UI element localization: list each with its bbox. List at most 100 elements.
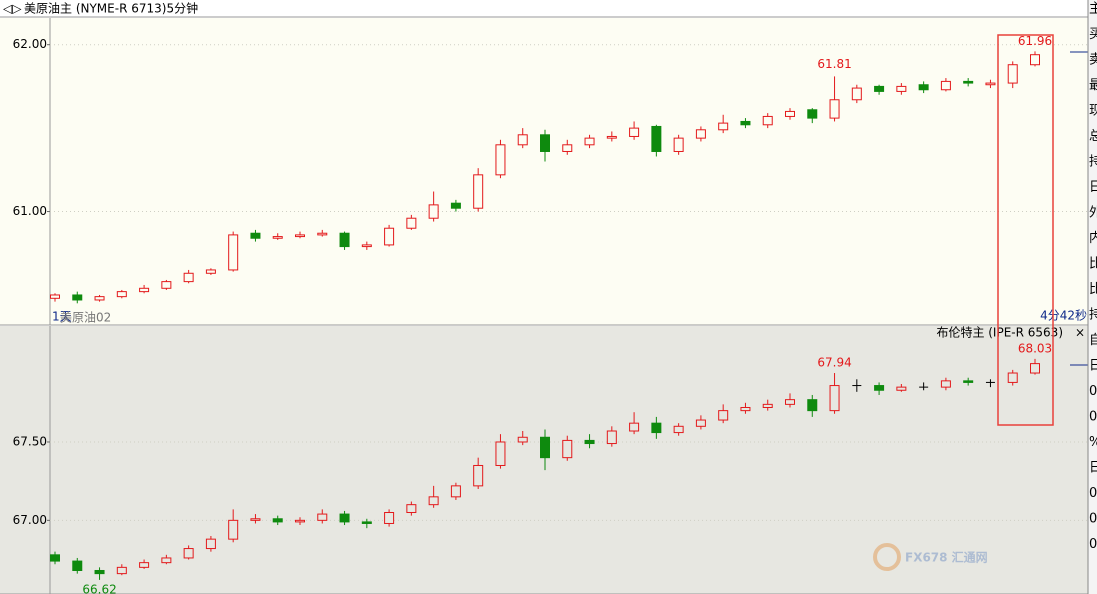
candle-body (317, 232, 328, 236)
candle-body (205, 538, 216, 550)
range-label[interactable]: 1天 (52, 310, 72, 324)
candle-body (896, 386, 907, 391)
candle-body (606, 430, 617, 445)
header-bar (0, 0, 1088, 17)
candle-body (673, 425, 684, 434)
countdown: 4分42秒 (1040, 309, 1087, 323)
candle-body (139, 287, 150, 293)
candle-body (629, 422, 640, 432)
sidebar-label: 0 (1089, 410, 1097, 425)
sidebar-label: 持 (1089, 308, 1097, 323)
sidebar (1088, 0, 1097, 594)
sidebar-label: 外 (1089, 206, 1097, 221)
candle-body (1007, 64, 1018, 84)
sidebar-label: 现 (1089, 104, 1097, 119)
sidebar-label: 比 (1089, 282, 1097, 297)
chart-title: 美原油主 (NYME-R 6713)5分钟 (24, 1, 198, 16)
price-annotation: 67.94 (817, 356, 851, 370)
candle-body (250, 232, 261, 239)
candle-body (1007, 372, 1018, 383)
candle-body (517, 134, 528, 146)
candle-body (517, 436, 528, 443)
panel-background (0, 326, 1088, 594)
candle-body (740, 406, 751, 412)
candle-body (740, 120, 751, 126)
candle-body (384, 512, 395, 524)
candle-body (228, 234, 239, 271)
sidebar-label: 自 (1089, 333, 1097, 348)
candle-body (183, 272, 194, 283)
sidebar-label: 日 (1089, 180, 1097, 195)
candle-body (473, 174, 484, 209)
candle-body (205, 269, 216, 274)
candle-body (161, 557, 172, 564)
y-tick-label: 67.00 (13, 513, 47, 527)
y-tick-label: 61.00 (13, 204, 47, 218)
candle-body (606, 135, 617, 139)
sidebar-label: 日 (1089, 359, 1097, 374)
close-button[interactable]: × (1075, 326, 1085, 340)
candle-body (50, 554, 60, 562)
candle-body (339, 513, 350, 523)
sidebar-label: 0 (1089, 486, 1097, 501)
candle-body (829, 99, 840, 119)
nav-icons[interactable]: ◁▷ (2, 2, 22, 16)
candle-body (695, 129, 706, 139)
sidebar-label: % (1089, 435, 1097, 450)
candle-body (272, 518, 283, 523)
watermark: FX678 汇通网 (905, 550, 988, 565)
candle-body (361, 521, 372, 524)
candle-body (495, 144, 506, 176)
price-annotation: 66.62 (82, 582, 116, 594)
candle-body (384, 227, 395, 246)
candle-body (540, 436, 550, 459)
sidebar-label: 总 (1089, 129, 1097, 144)
sidebar-label: 持 (1089, 155, 1097, 170)
candle-body (629, 127, 640, 137)
candle-body (807, 109, 818, 119)
candle-body (940, 380, 951, 388)
candle-body (116, 291, 127, 298)
candle-body (918, 84, 929, 91)
panel-background (0, 18, 1088, 325)
candle-body (116, 566, 127, 575)
candle-body (473, 464, 484, 487)
candle-body (406, 217, 417, 229)
candle-body (495, 441, 506, 466)
sidebar-label: 主 (1089, 2, 1097, 17)
sidebar-label: 最 (1089, 78, 1097, 93)
candle-body (317, 513, 328, 521)
candle-body (183, 548, 194, 559)
sidebar-label: 比 (1089, 257, 1097, 272)
candle-body (72, 294, 83, 301)
candle-body (785, 110, 795, 117)
candle-body (428, 204, 439, 219)
candle-body (762, 115, 773, 126)
candle-body (450, 485, 461, 498)
candle-body (874, 85, 885, 92)
candle-body (584, 439, 595, 445)
candle-body (785, 399, 795, 405)
candle-body (450, 202, 461, 209)
chart-panel: 67.00 67.50 67.94 68.03 66.62 (0, 326, 1088, 594)
contract-label: 美原油02 (60, 311, 111, 325)
candle-body (1030, 363, 1040, 374)
candle-body (406, 504, 417, 514)
sidebar-label: 卖 (1089, 53, 1097, 68)
sidebar-label: 内 (1089, 230, 1097, 246)
chart-panel: 61.00 62.00 61.81 61.96 (0, 18, 1088, 326)
candle-body (540, 134, 550, 152)
candle-body (562, 439, 573, 459)
candle-body (228, 519, 239, 540)
candle-body (562, 144, 573, 152)
price-annotation: 61.96 (1018, 34, 1052, 48)
candle-body (940, 80, 951, 91)
candle-body (272, 236, 283, 239)
y-tick-label: 62.00 (13, 37, 47, 51)
candle-body (295, 234, 305, 238)
candle-body (428, 496, 439, 506)
price-annotation: 61.81 (817, 57, 851, 71)
sidebar-label: 买 (1089, 27, 1097, 42)
